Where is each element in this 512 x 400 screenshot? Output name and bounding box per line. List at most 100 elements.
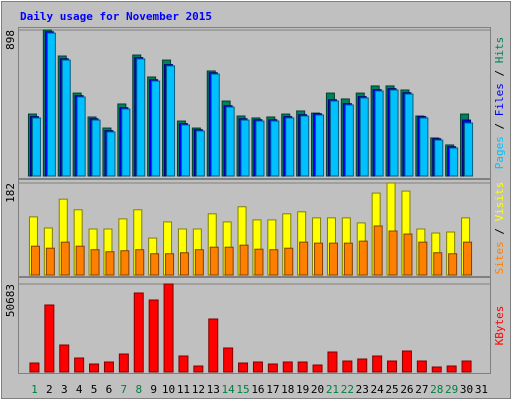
bar <box>179 252 189 276</box>
bar <box>449 147 459 177</box>
x-tick-label: 5 <box>91 383 98 396</box>
x-tick-label: 19 <box>296 383 309 396</box>
bar <box>209 246 219 276</box>
bar <box>357 358 368 373</box>
bar <box>461 360 472 373</box>
bar <box>194 249 204 276</box>
legend: Pages / Files / Hits <box>493 37 506 170</box>
x-tick-label: 27 <box>415 383 428 396</box>
bar <box>416 360 427 373</box>
bar <box>269 249 279 276</box>
x-tick-label: 3 <box>61 383 68 396</box>
bar <box>403 233 413 276</box>
legend-entry: Pages <box>493 136 506 169</box>
x-tick-label: 1 <box>31 383 38 396</box>
bar <box>166 65 176 177</box>
bar <box>225 106 235 177</box>
bar <box>91 119 101 177</box>
panel-frame <box>18 179 491 277</box>
bar <box>359 97 369 177</box>
bar <box>180 124 190 177</box>
bar <box>434 139 444 177</box>
bar <box>431 366 442 373</box>
bar <box>90 249 100 276</box>
legend: Sites / Visits <box>493 182 506 275</box>
bar <box>329 100 339 177</box>
legend-entry: Hits <box>493 37 506 64</box>
bar <box>103 361 114 373</box>
x-tick-label: 8 <box>135 383 142 396</box>
x-tick-label: 31 <box>475 383 488 396</box>
bar <box>118 353 129 373</box>
panel-frame <box>18 277 491 374</box>
x-tick-label: 9 <box>150 383 157 396</box>
bar <box>76 96 86 177</box>
bar <box>151 80 161 177</box>
bar <box>255 120 265 177</box>
bar <box>299 241 309 276</box>
bar <box>44 304 55 373</box>
x-tick-label: 29 <box>445 383 458 396</box>
bar <box>328 242 338 276</box>
bar <box>300 115 310 177</box>
bar <box>31 117 41 177</box>
bar <box>195 130 205 177</box>
x-tick-label: 10 <box>162 383 175 396</box>
x-tick-label: 2 <box>46 383 53 396</box>
y-tick-label: 50683 <box>4 284 17 317</box>
legend-separator: / <box>493 221 506 241</box>
bar <box>344 104 354 177</box>
bar <box>61 59 71 177</box>
bar <box>106 131 116 177</box>
y-tick-label: 182 <box>4 183 17 203</box>
legend-separator: / <box>493 63 506 83</box>
bar <box>210 73 220 177</box>
x-tick-label: 25 <box>385 383 398 396</box>
x-tick-label: 4 <box>76 383 83 396</box>
bar <box>193 365 204 373</box>
panel-frame <box>18 27 491 179</box>
bar <box>464 122 474 177</box>
legend-entry: KBytes <box>493 306 506 346</box>
bar <box>297 361 308 373</box>
bar <box>404 93 414 177</box>
bar <box>389 89 399 177</box>
bar <box>284 247 294 276</box>
bar <box>208 318 219 373</box>
bar <box>165 253 175 276</box>
x-tick-label: 23 <box>356 383 369 396</box>
bar <box>418 241 428 276</box>
x-tick-label: 6 <box>106 383 113 396</box>
legend-entry: Visits <box>493 182 506 222</box>
bar <box>343 242 353 276</box>
bar <box>239 244 249 276</box>
bar <box>388 230 398 276</box>
bar <box>224 246 234 276</box>
bar <box>267 363 278 373</box>
x-tick-label: 18 <box>281 383 294 396</box>
legend: KBytes <box>493 306 506 346</box>
bar <box>327 351 338 373</box>
bar <box>74 357 85 373</box>
chart-title: Daily usage for November 2015 <box>20 10 212 23</box>
x-tick-label: 7 <box>121 383 128 396</box>
bar <box>163 283 174 373</box>
bar <box>223 347 234 373</box>
legend-entry: Files <box>493 83 506 116</box>
x-tick-label: 20 <box>311 383 324 396</box>
bar <box>46 32 56 177</box>
x-tick-label: 22 <box>341 383 354 396</box>
bar <box>285 117 295 177</box>
bar <box>401 350 412 373</box>
bar <box>433 252 443 276</box>
bar <box>30 245 40 276</box>
x-tick-label: 26 <box>400 383 413 396</box>
bar <box>314 242 324 276</box>
x-tick-label: 28 <box>430 383 443 396</box>
legend-entry: Sites <box>493 241 506 274</box>
bar <box>446 365 457 373</box>
bar <box>135 249 145 276</box>
